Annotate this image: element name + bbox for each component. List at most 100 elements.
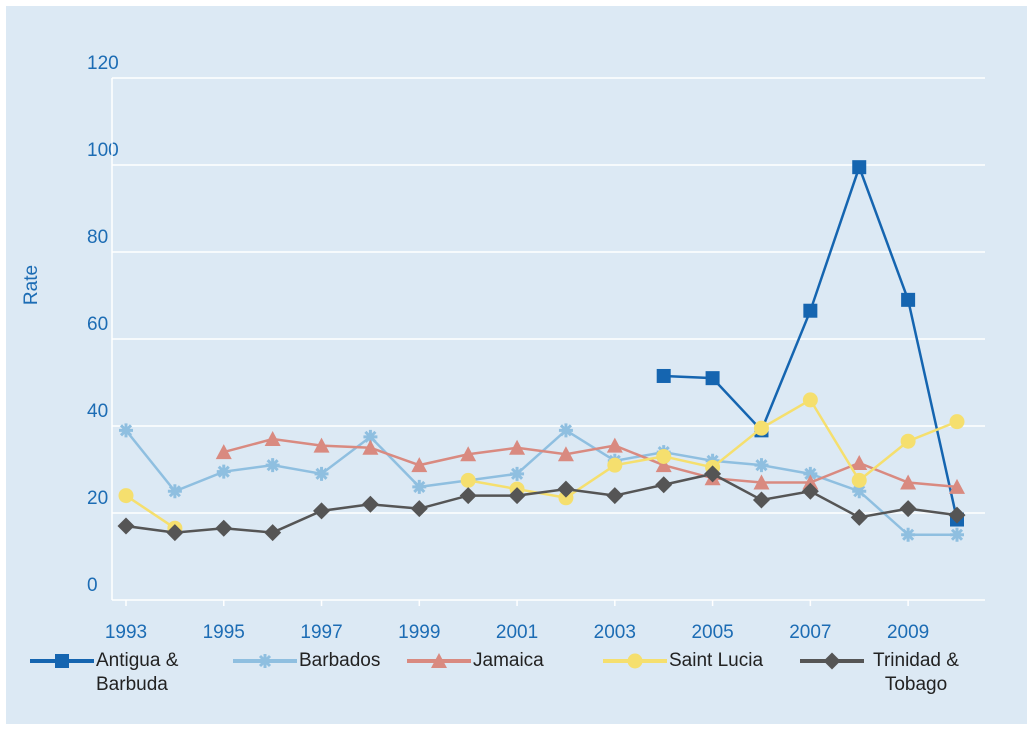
- marker: [215, 519, 233, 537]
- marker: [606, 487, 624, 505]
- y-axis-label: Rate: [21, 265, 42, 305]
- marker: [258, 654, 272, 668]
- marker: [363, 429, 378, 444]
- legend-label: Jamaica: [473, 650, 544, 671]
- marker: [627, 653, 643, 669]
- y-tick-label: 100: [87, 140, 119, 161]
- legend-item: Barbados: [233, 646, 409, 676]
- legend-item: Jamaica: [407, 646, 583, 676]
- legend-label: Antigua & Barbuda: [96, 650, 179, 695]
- y-tick-label: 60: [87, 314, 108, 335]
- x-tick-label: 2001: [496, 622, 538, 643]
- marker: [119, 423, 133, 438]
- legend-swatch: [233, 654, 297, 668]
- marker: [558, 490, 574, 506]
- legend-label: Trinidad & Tobago: [873, 650, 959, 695]
- marker: [752, 491, 770, 509]
- marker: [459, 487, 477, 505]
- marker: [55, 654, 69, 668]
- marker: [117, 517, 135, 535]
- marker: [901, 527, 916, 542]
- marker: [851, 472, 867, 488]
- y-tick-label: 120: [87, 53, 119, 74]
- marker: [656, 448, 672, 464]
- marker: [802, 392, 818, 408]
- marker: [410, 500, 428, 518]
- marker: [899, 500, 917, 518]
- marker: [557, 446, 574, 462]
- marker: [510, 466, 525, 481]
- x-tick-label: 2007: [789, 622, 831, 643]
- marker: [656, 368, 671, 383]
- marker: [754, 458, 769, 473]
- marker: [460, 446, 477, 462]
- marker: [313, 502, 331, 520]
- marker: [215, 444, 232, 460]
- x-tick-label: 1999: [398, 622, 440, 643]
- y-tick-label: 80: [87, 227, 108, 248]
- marker: [851, 454, 868, 470]
- marker: [314, 466, 329, 481]
- legend-label: Barbados: [299, 650, 381, 671]
- y-tick-label: 40: [87, 401, 108, 422]
- marker: [216, 464, 231, 479]
- marker: [118, 488, 134, 504]
- chart-area: Rate 0 20 40 60 80 100 120 1993 1995 1997 1999 2001…: [6, 6, 1027, 724]
- x-tick-label: 2005: [691, 622, 733, 643]
- marker: [803, 303, 818, 318]
- marker: [948, 506, 966, 524]
- marker: [900, 433, 916, 449]
- marker: [949, 478, 965, 494]
- marker: [361, 495, 379, 513]
- series-line: [125, 494, 176, 530]
- marker: [655, 476, 673, 494]
- marker: [753, 420, 769, 436]
- marker: [313, 437, 330, 453]
- marker: [852, 160, 867, 175]
- chart: Rate 0 20 40 60 80 100 120 1993 1995 1997 1999 2001…: [21, 53, 985, 643]
- marker: [705, 371, 720, 386]
- x-tick-label: 1997: [300, 622, 342, 643]
- marker: [852, 484, 867, 499]
- marker: [431, 653, 447, 668]
- marker: [264, 524, 282, 542]
- series-line: [125, 472, 958, 534]
- legend-swatch: [407, 653, 471, 668]
- marker: [460, 472, 476, 488]
- marker: [900, 474, 917, 490]
- marker: [823, 652, 841, 670]
- legend-item: Trinidad & Tobago: [800, 646, 966, 697]
- marker: [557, 480, 575, 498]
- marker: [264, 431, 281, 447]
- x-tick-label: 1993: [105, 622, 147, 643]
- marker: [704, 465, 722, 483]
- legend-swatch: [800, 652, 864, 670]
- series-line: [223, 437, 958, 489]
- marker: [509, 439, 526, 455]
- marker: [167, 484, 182, 499]
- marker: [558, 423, 573, 438]
- legend-item: Antigua & Barbuda: [30, 646, 206, 697]
- legend-swatch: [603, 653, 667, 669]
- marker: [850, 508, 868, 526]
- marker: [412, 479, 427, 494]
- marker: [265, 458, 280, 473]
- y-tick-label: 20: [87, 488, 108, 509]
- marker: [949, 414, 965, 430]
- x-tick-label: 2003: [594, 622, 636, 643]
- marker: [166, 524, 184, 542]
- marker: [901, 292, 916, 307]
- marker: [606, 437, 623, 453]
- legend-swatch: [30, 654, 94, 668]
- marker: [411, 457, 428, 473]
- marker: [607, 457, 623, 473]
- marker: [802, 474, 819, 490]
- marker: [753, 474, 770, 490]
- marker: [362, 439, 379, 455]
- y-tick-label: 0: [87, 575, 98, 596]
- x-tick-label: 1995: [203, 622, 245, 643]
- marker: [803, 466, 818, 481]
- marker: [950, 527, 964, 542]
- legend-label: Saint Lucia: [669, 650, 764, 671]
- marker: [801, 482, 819, 500]
